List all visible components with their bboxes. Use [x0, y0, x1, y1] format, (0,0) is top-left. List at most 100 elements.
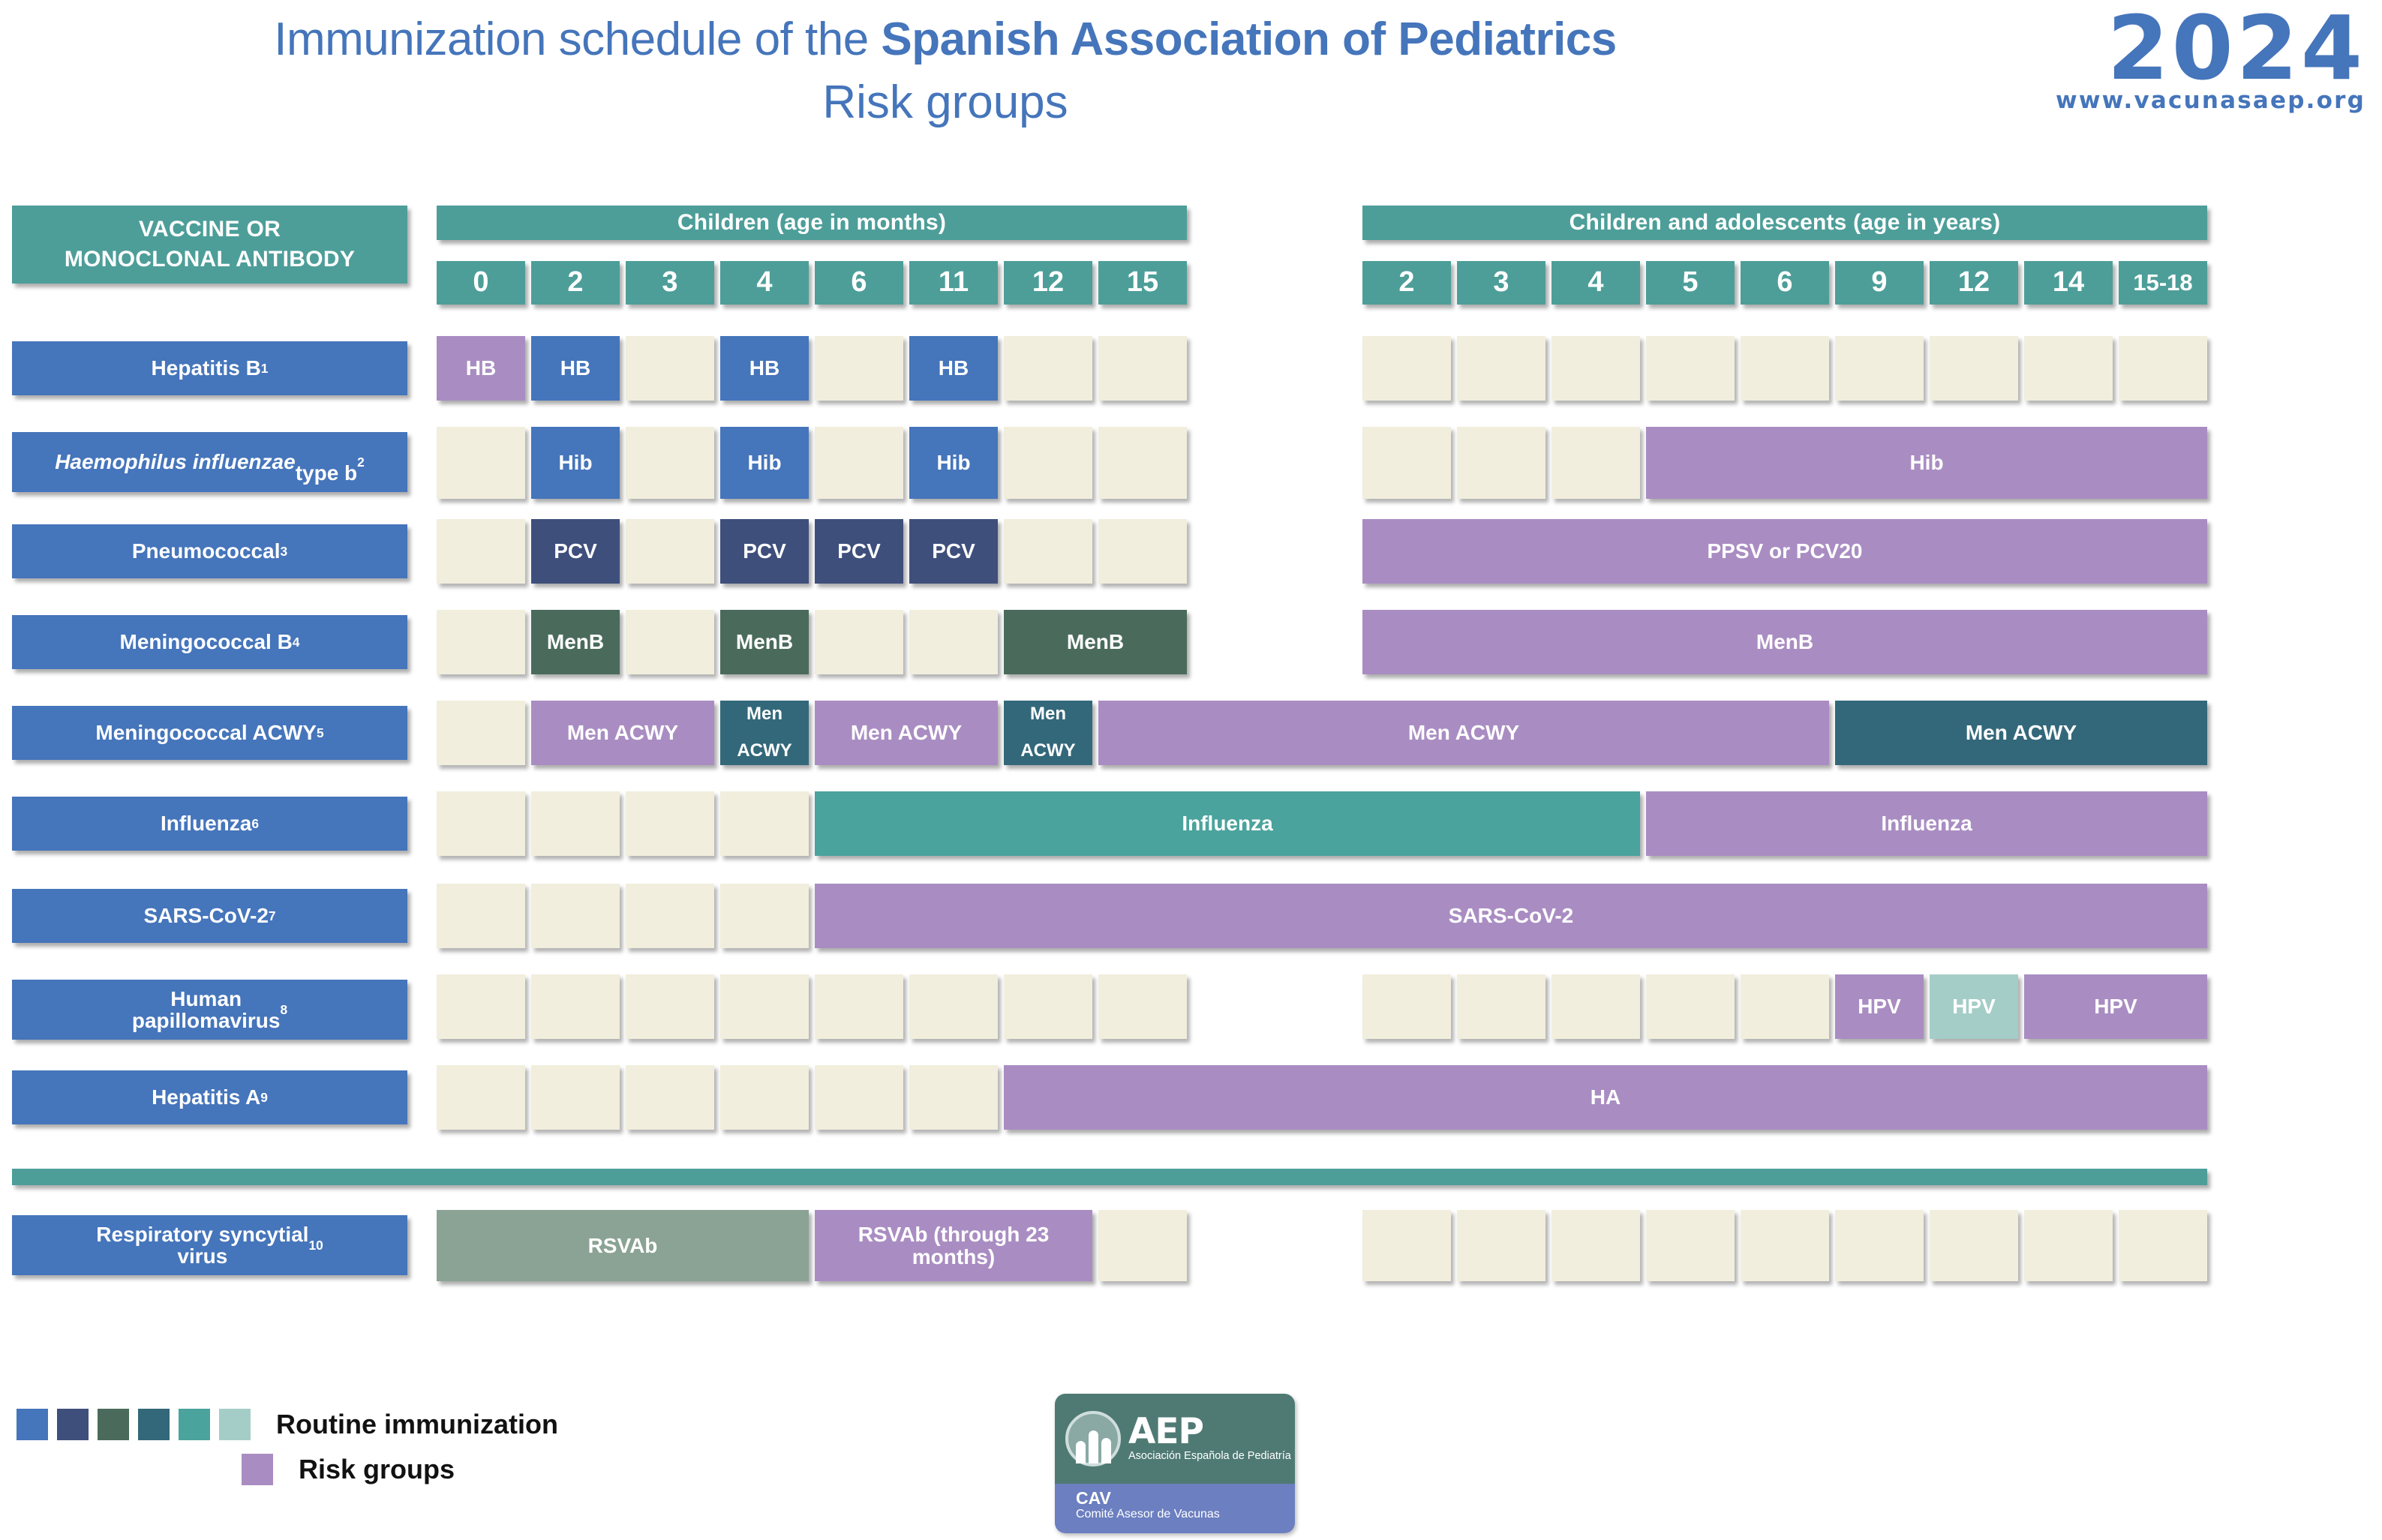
schedule-cell-pcv[interactable]: PCV	[909, 519, 998, 584]
row-label-respiratory-syncytial-virus[interactable]: Respiratory syncytial virus 10	[12, 1215, 407, 1275]
schedule-cell-men-acwy[interactable]: Men ACWY	[1835, 701, 2207, 765]
schedule-cell-empty	[1004, 519, 1092, 584]
schedule-cell-empty	[626, 519, 714, 584]
schedule-cell-hib[interactable]: Hib	[909, 427, 998, 499]
legend-row-routine: Routine immunization	[17, 1409, 558, 1440]
schedule-cell-empty	[531, 1065, 620, 1130]
schedule-cell-pcv[interactable]: PCV	[531, 519, 620, 584]
column-header-month-11[interactable]: 11	[909, 261, 998, 305]
schedule-cell-empty	[1930, 336, 2018, 401]
schedule-cell-hib[interactable]: Hib	[531, 427, 620, 499]
schedule-cell-empty	[626, 791, 714, 856]
schedule-cell-empty	[909, 610, 998, 674]
schedule-cell-ppsv-or-pcv20[interactable]: PPSV or PCV20	[1362, 519, 2207, 584]
schedule-cell-empty	[2024, 336, 2113, 401]
row-label-sars-cov-2[interactable]: SARS-CoV-2 7	[12, 889, 407, 943]
schedule-cell-sars-cov-2[interactable]: SARS-CoV-2	[815, 884, 2207, 948]
schedule-cell-empty	[1551, 336, 1640, 401]
column-header-month-2[interactable]: 2	[531, 261, 620, 305]
schedule-cell-rsvab-through-23-months[interactable]: RSVAb (through 23 months)	[815, 1210, 1092, 1281]
schedule-cell-pcv[interactable]: PCV	[720, 519, 809, 584]
schedule-cell-empty	[437, 427, 525, 499]
schedule-cell-hpv[interactable]: HPV	[2024, 974, 2207, 1039]
schedule-cell-rsvab[interactable]: RSVAb	[437, 1210, 809, 1281]
schedule-cell-pcv[interactable]: PCV	[815, 519, 903, 584]
column-header-month-6[interactable]: 6	[815, 261, 903, 305]
schedule-cell-empty	[1835, 1210, 1924, 1281]
schedule-cell-menb[interactable]: MenB	[720, 610, 809, 674]
legend-row-risk: Risk groups	[17, 1454, 558, 1485]
legend-risk-swatch	[242, 1454, 273, 1485]
schedule-cell-empty	[2119, 1210, 2207, 1281]
schedule-cell-empty	[1362, 336, 1451, 401]
row-label-pneumococcal[interactable]: Pneumococcal 3	[12, 524, 407, 578]
schedule-cell-menb[interactable]: MenB	[1004, 610, 1187, 674]
schedule-cell-men-acwy[interactable]: Men ACWY	[531, 701, 714, 765]
schedule-cell-men-acwy[interactable]: Men ACWY	[1098, 701, 1829, 765]
schedule-cell-hib[interactable]: Hib	[1646, 427, 2207, 499]
page-title-bold: Spanish Association of Pediatrics	[881, 14, 1617, 65]
column-header-year-5[interactable]: 5	[1646, 261, 1735, 305]
schedule-cell-hb[interactable]: HB	[909, 336, 998, 401]
column-header-month-15[interactable]: 15	[1098, 261, 1187, 305]
schedule-cell-empty	[1551, 1210, 1640, 1281]
row-label-influenza[interactable]: Influenza 6	[12, 797, 407, 851]
schedule-cell-ha[interactable]: HA	[1004, 1065, 2207, 1130]
schedule-cell-influenza[interactable]: Influenza	[1646, 791, 2207, 856]
schedule-cell-empty	[531, 791, 620, 856]
schedule-cell-empty	[815, 974, 903, 1039]
schedule-cell-empty	[626, 1065, 714, 1130]
schedule-cell-empty	[1551, 974, 1640, 1039]
legend-swatch-routine-5	[179, 1409, 210, 1440]
schedule-cell-empty	[909, 974, 998, 1039]
column-header-year-6[interactable]: 6	[1741, 261, 1829, 305]
schedule-cell-empty	[1098, 974, 1187, 1039]
schedule-cell-hb[interactable]: HB	[437, 336, 525, 401]
schedule-cell-influenza[interactable]: Influenza	[815, 791, 1640, 856]
column-header-month-3[interactable]: 3	[626, 261, 714, 305]
schedule-cell-hb[interactable]: HB	[531, 336, 620, 401]
cav-subtitle: Comité Asesor de Vacunas	[1076, 1508, 1220, 1521]
schedule-cell-empty	[626, 427, 714, 499]
schedule-cell-men-acwy[interactable]: Men ACWY	[720, 701, 809, 765]
schedule-cell-empty	[1646, 974, 1735, 1039]
title-block: Immunization schedule of the Spanish Ass…	[0, 17, 1891, 126]
schedule-cell-empty	[437, 884, 525, 948]
schedule-cell-empty	[531, 974, 620, 1039]
schedule-cell-men-acwy[interactable]: Men ACWY	[815, 701, 998, 765]
column-header-year-3[interactable]: 3	[1457, 261, 1545, 305]
corner-line-1: VACCINE OR	[138, 216, 281, 242]
schedule-cell-empty	[1551, 427, 1640, 499]
column-header-year-15-18[interactable]: 15-18	[2119, 261, 2207, 305]
table-corner-header: VACCINE OR MONOCLONAL ANTIBODY	[12, 206, 407, 284]
schedule-cell-hib[interactable]: Hib	[720, 427, 809, 499]
schedule-cell-empty	[2024, 1210, 2113, 1281]
column-header-year-14[interactable]: 14	[2024, 261, 2113, 305]
row-label-human-papillomavirus[interactable]: Human papillomavirus 8	[12, 980, 407, 1040]
schedule-cell-menb[interactable]: MenB	[531, 610, 620, 674]
column-header-month-4[interactable]: 4	[720, 261, 809, 305]
schedule-cell-empty	[1004, 427, 1092, 499]
column-header-year-9[interactable]: 9	[1835, 261, 1924, 305]
schedule-cell-hpv[interactable]: HPV	[1930, 974, 2018, 1039]
row-label-meningococcal-acwy[interactable]: Meningococcal ACWY 5	[12, 706, 407, 760]
schedule-cell-empty	[1741, 974, 1829, 1039]
column-header-month-12[interactable]: 12	[1004, 261, 1092, 305]
schedule-cell-empty	[720, 974, 809, 1039]
schedule-cell-empty	[1362, 427, 1451, 499]
schedule-cell-menb[interactable]: MenB	[1362, 610, 2207, 674]
website-url[interactable]: www.vacunasaep.org	[2055, 87, 2365, 115]
column-header-year-2[interactable]: 2	[1362, 261, 1451, 305]
column-header-year-12[interactable]: 12	[1930, 261, 2018, 305]
column-header-month-0[interactable]: 0	[437, 261, 525, 305]
page-title: Immunization schedule of the Spanish Ass…	[0, 17, 1891, 63]
column-header-year-4[interactable]: 4	[1551, 261, 1640, 305]
schedule-cell-men-acwy[interactable]: Men ACWY	[1004, 701, 1092, 765]
legend-routine-label: Routine immunization	[276, 1409, 558, 1439]
schedule-cell-hb[interactable]: HB	[720, 336, 809, 401]
schedule-cell-hpv[interactable]: HPV	[1835, 974, 1924, 1039]
